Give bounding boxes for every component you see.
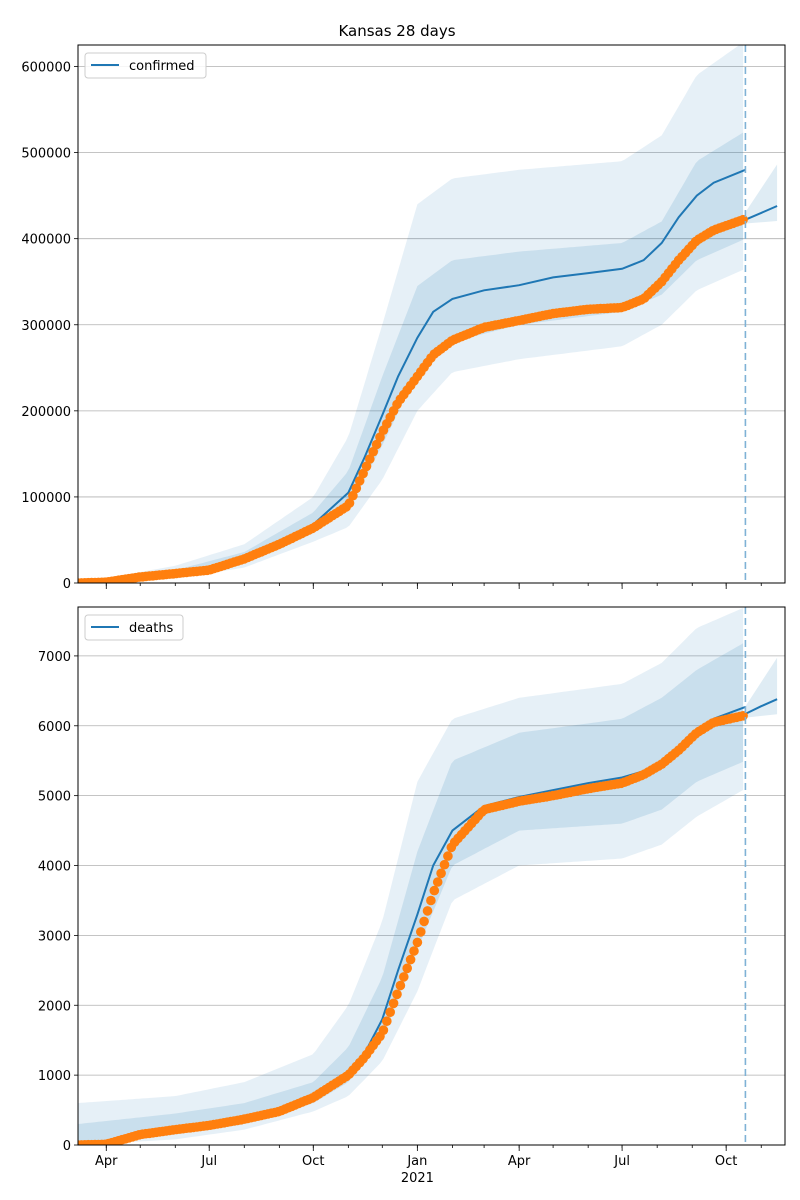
observed-point [368,446,379,457]
y-tick-label: 3000 [38,929,71,944]
legend-label: deaths [129,621,174,636]
forecast-band [745,657,778,718]
x-tick-label: Jul [200,1154,217,1169]
y-tick-label: 0 [63,1139,71,1154]
observed-point [378,1025,389,1035]
y-tick-label: 300000 [21,319,71,334]
observed-point [405,954,416,965]
band-inner [78,132,744,583]
x-tick-label: Apr [508,1154,531,1169]
band-outer [78,608,744,1145]
observed-point [358,468,368,479]
observed-point [422,906,433,916]
y-tick-label: 5000 [38,790,71,805]
forecast-line [745,205,778,221]
y-tick-label: 500000 [21,147,71,162]
observed-series [78,711,748,1145]
observed-point [443,851,453,861]
legend-box [84,52,207,79]
observed-point [432,877,443,887]
observed-point [426,895,436,906]
x-tick-label: Oct [715,1154,737,1169]
legend: deaths [84,614,184,641]
forecast-band [745,164,778,224]
axes-frame [77,44,786,584]
band-inner [78,643,744,1145]
x-tick-label: Jul [613,1154,630,1169]
observed-point [738,711,748,721]
observed-point [439,859,450,870]
confirmed-panel: 0 100000 200000 300000 400000 500000 600000 con… [21,44,786,592]
y-tick-label: 6000 [38,720,71,735]
chart-title: Kansas 28 days [338,22,455,40]
plot-area [78,607,778,1145]
observed-point [738,214,748,225]
observed-point [348,490,358,501]
observed-point [344,498,355,508]
legend-box [84,614,184,641]
observed-point [361,461,372,472]
y-tick-label: 200000 [21,405,71,420]
axes-frame [77,606,786,1146]
x-tick-label: Apr [95,1154,118,1169]
y-tick-label: 4000 [38,860,71,875]
observed-point [365,454,375,464]
observed-point [399,972,409,982]
observed-point [392,989,402,1000]
y-tick-label: 2000 [38,999,71,1014]
observed-point [371,439,382,450]
y-tick-label: 600000 [21,61,71,76]
observed-series [78,214,748,583]
band-outer [78,45,744,583]
observed-point [419,916,429,927]
observed-point [402,963,413,974]
x-year-label: 2021 [401,1171,434,1186]
plot-area [78,45,778,583]
observed-point [412,937,423,948]
observed-point [429,885,440,896]
y-tick-label: 1000 [38,1069,71,1084]
y-tick-label: 0 [63,577,71,592]
y-tick-label: 7000 [38,650,71,665]
observed-point [436,868,446,879]
observed-point [354,476,365,486]
observed-point [409,946,419,956]
x-tick-label: Oct [302,1154,324,1169]
observed-point [388,998,399,1009]
legend: confirmed [84,52,207,79]
deaths-panel: 0 1000 2000 3000 4000 5000 6000 7000 Apr Jul Oct Ja… [38,606,786,1186]
observed-point [382,1016,392,1026]
y-tick-label: 400000 [21,233,71,248]
forecast-line [744,698,778,715]
observed-point [416,927,426,937]
y-tick-label: 100000 [21,491,71,506]
x-tick-label: Jan [406,1154,427,1169]
observed-point [351,483,362,494]
observed-point [385,1007,396,1017]
legend-label: confirmed [129,59,195,74]
observed-point [395,980,406,991]
